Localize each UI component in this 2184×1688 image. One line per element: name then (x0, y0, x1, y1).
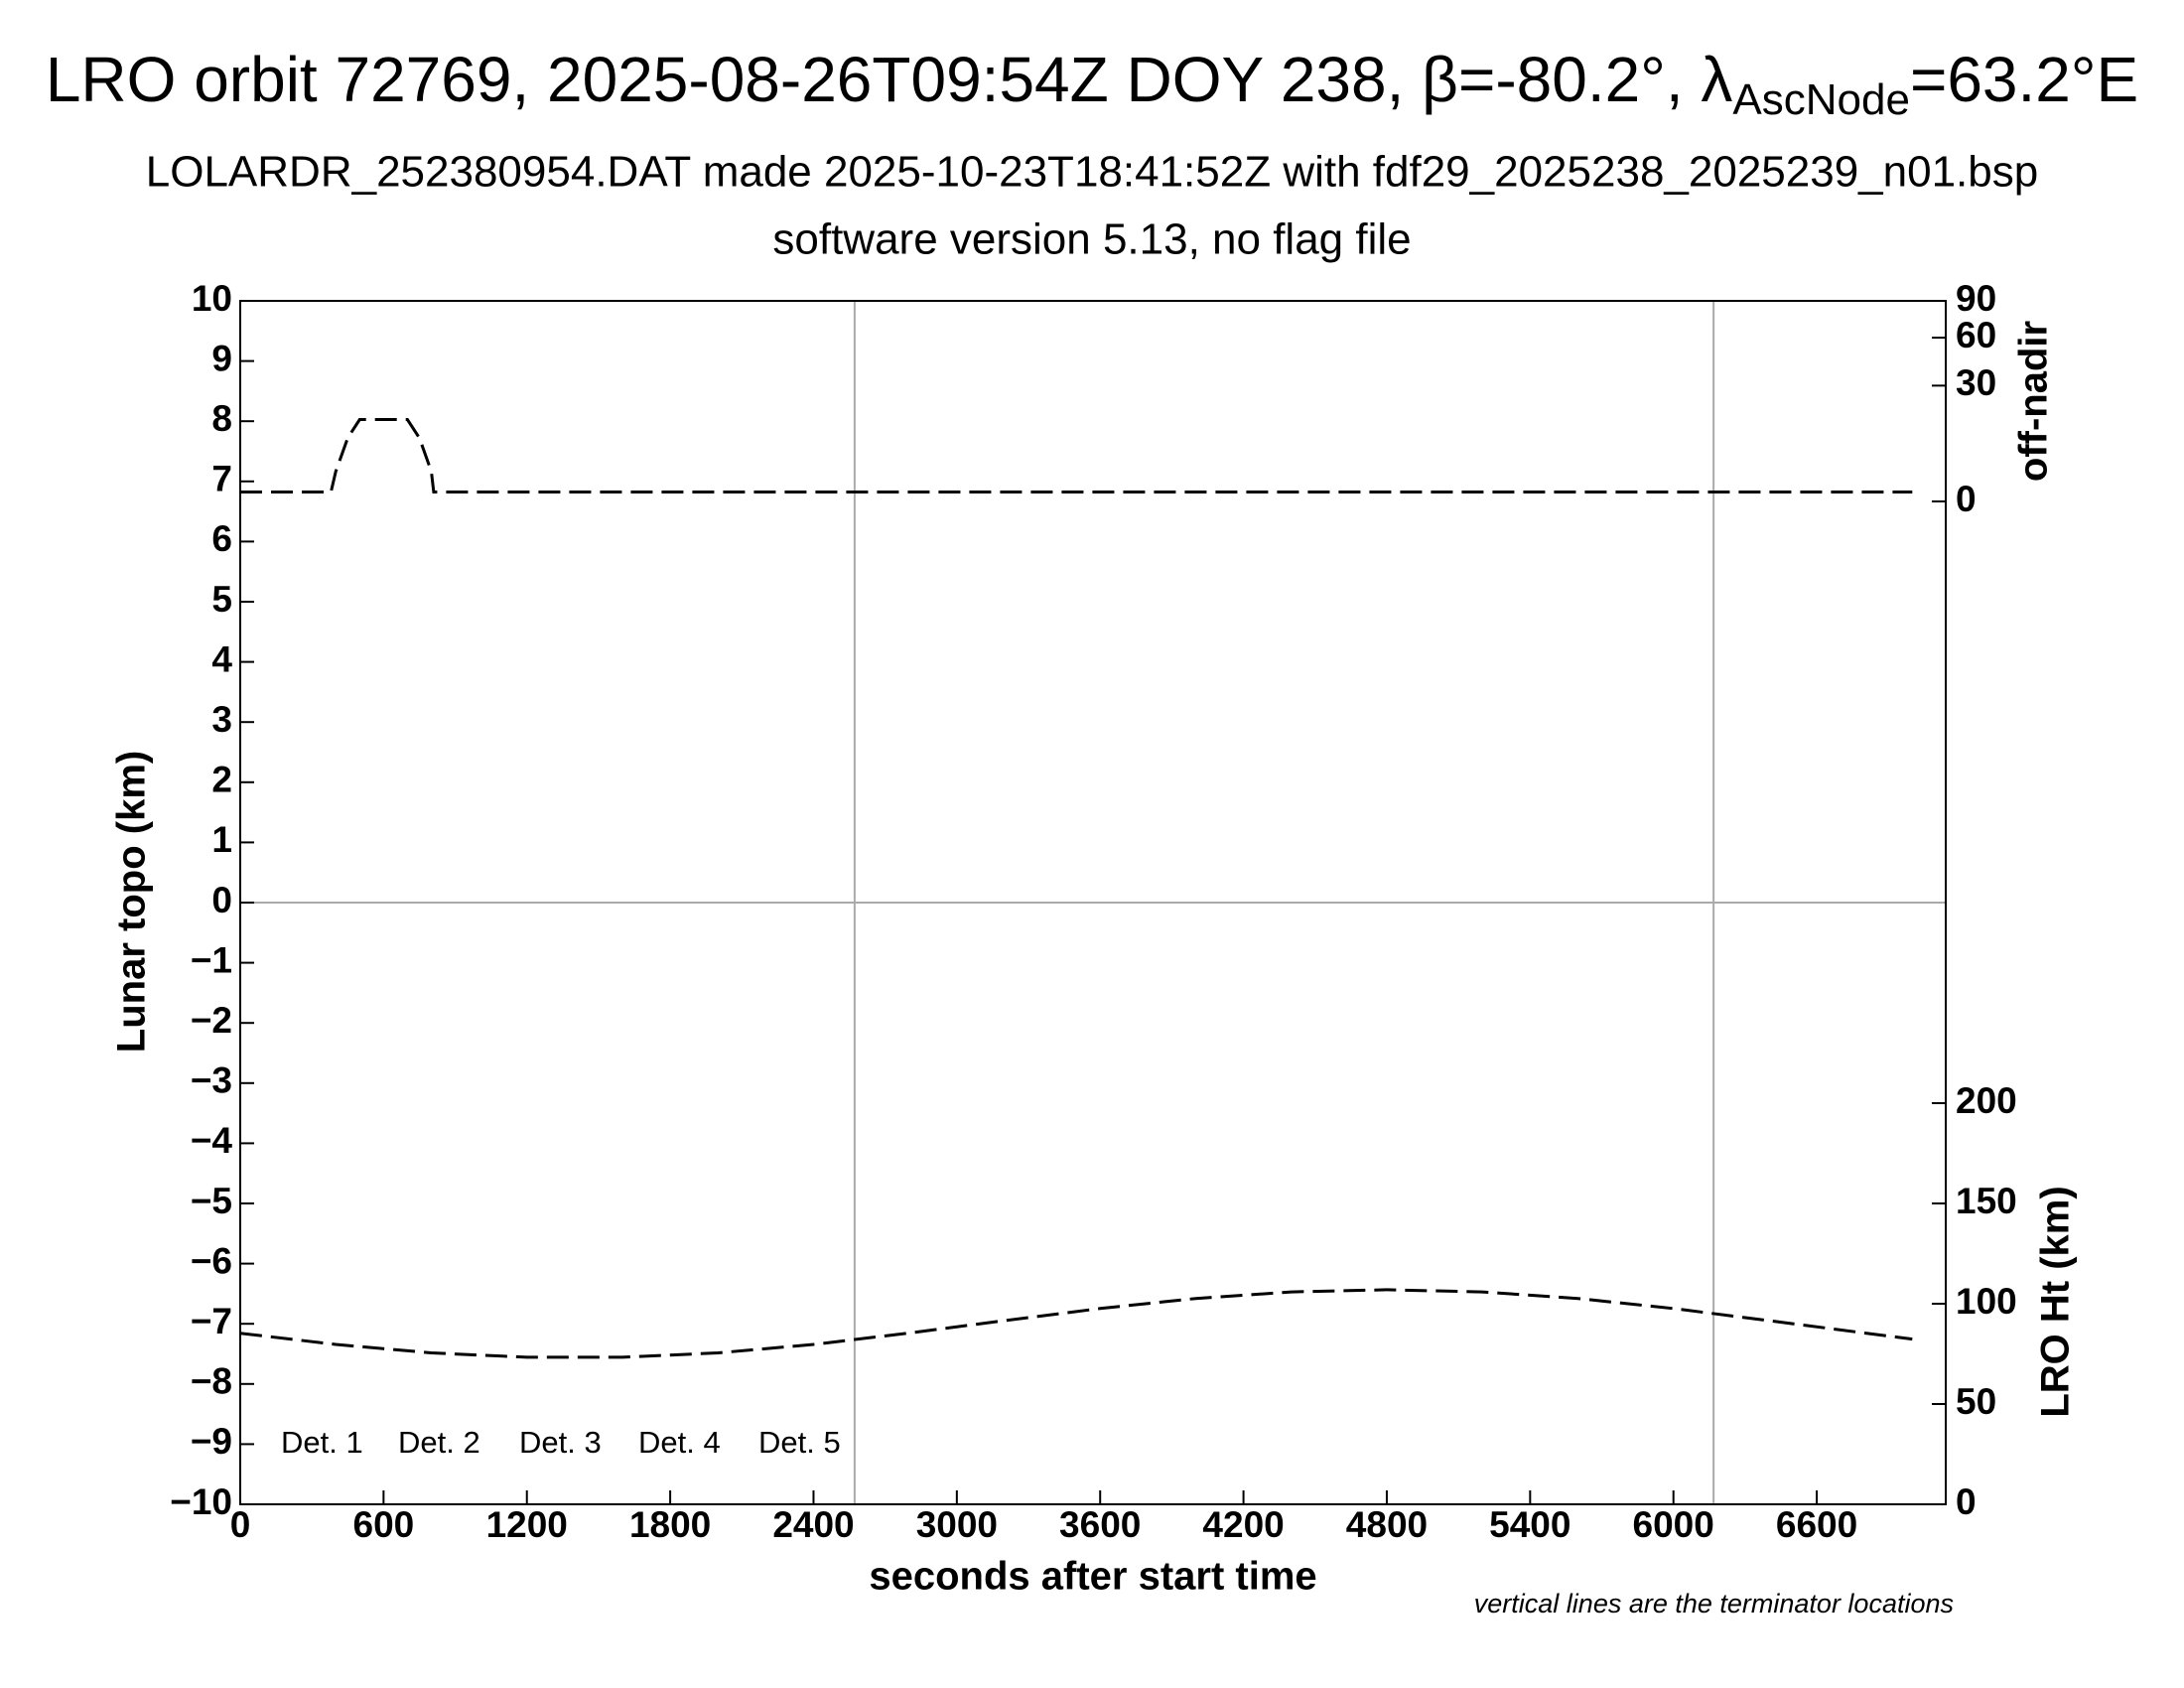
subtitle: LOLARDR_252380954.DAT made 2025-10-23T18… (146, 148, 2038, 197)
series-line (239, 1288, 1913, 1359)
x-tick-label: 4200 (1202, 1504, 1284, 1545)
y-tick-label: −1 (191, 939, 232, 980)
y2-tick-label: 0 (1956, 1481, 1977, 1522)
y-tick-label: 9 (211, 338, 232, 378)
x-tick-label: 1200 (486, 1504, 568, 1545)
y3-tick-label: 0 (1956, 479, 1977, 519)
y-tick-label: 3 (211, 699, 232, 740)
y-tick-label: −10 (170, 1481, 232, 1522)
y-tick-label: −7 (191, 1301, 232, 1341)
y-tick-label: −6 (191, 1240, 232, 1281)
y-tick-label: 8 (211, 398, 232, 439)
y-tick-label: 4 (211, 638, 232, 679)
title-suffix: =63.2°E (1910, 44, 2138, 115)
annotation: vertical lines are the terminator locati… (1474, 1589, 1954, 1618)
subtitle: software version 5.13, no flag file (772, 215, 1411, 264)
y3-tick-label: 90 (1956, 278, 1996, 319)
x-tick-label: 6600 (1776, 1504, 1857, 1545)
y-tick-label: 5 (211, 579, 232, 620)
y3-tick-label: 60 (1956, 315, 1996, 355)
y3-tick-label: 30 (1956, 362, 1996, 403)
y-tick-label: −9 (191, 1421, 232, 1462)
legend-entry: Det. 1 (281, 1425, 363, 1460)
y-tick-label: 10 (192, 278, 232, 319)
y2-axis-label: LRO Ht (km) (2034, 1186, 2078, 1417)
y2-tick-label: 150 (1956, 1181, 2017, 1221)
y-tick-label: −8 (191, 1361, 232, 1402)
x-tick-label: 2400 (772, 1504, 854, 1545)
x-tick-label: 6000 (1633, 1504, 1714, 1545)
y-tick-label: −3 (191, 1060, 232, 1101)
chart-title: LRO orbit 72769, 2025-08-26T09:54Z DOY 2… (46, 44, 2138, 124)
y3-axis-label: off-nadir (2012, 321, 2056, 482)
x-axis-label: seconds after start time (869, 1555, 1316, 1599)
title-main: LRO orbit 72769, 2025-08-26T09:54Z DOY 2… (46, 44, 1733, 115)
y-tick-label: −5 (191, 1181, 232, 1221)
title-subscript: AscNode (1732, 75, 1910, 124)
y-axis-label: Lunar topo (km) (110, 751, 154, 1053)
y2-tick-label: 50 (1956, 1381, 1996, 1422)
legend-entry: Det. 4 (638, 1425, 721, 1460)
legend-entry: Det. 3 (519, 1425, 602, 1460)
y-tick-label: −2 (191, 1000, 232, 1041)
y2-tick-label: 200 (1956, 1080, 2017, 1121)
x-tick-label: 4800 (1346, 1504, 1428, 1545)
y-tick-label: −4 (191, 1120, 233, 1161)
x-tick-label: 0 (230, 1504, 251, 1545)
series-line (240, 418, 1913, 493)
x-tick-label: 600 (353, 1504, 415, 1545)
y-tick-label: 6 (211, 518, 232, 559)
y-tick-label: 0 (211, 880, 232, 920)
x-tick-label: 1800 (629, 1504, 711, 1545)
y-tick-label: 1 (211, 819, 232, 860)
y2-tick-label: 100 (1956, 1281, 2017, 1322)
legend-entry: Det. 5 (758, 1425, 841, 1460)
y-tick-label: 2 (211, 760, 232, 800)
x-tick-label: 3600 (1059, 1504, 1141, 1545)
legend-entry: Det. 2 (398, 1425, 480, 1460)
x-tick-label: 5400 (1489, 1504, 1570, 1545)
y-tick-label: 7 (211, 459, 232, 499)
x-tick-label: 3000 (916, 1504, 998, 1545)
